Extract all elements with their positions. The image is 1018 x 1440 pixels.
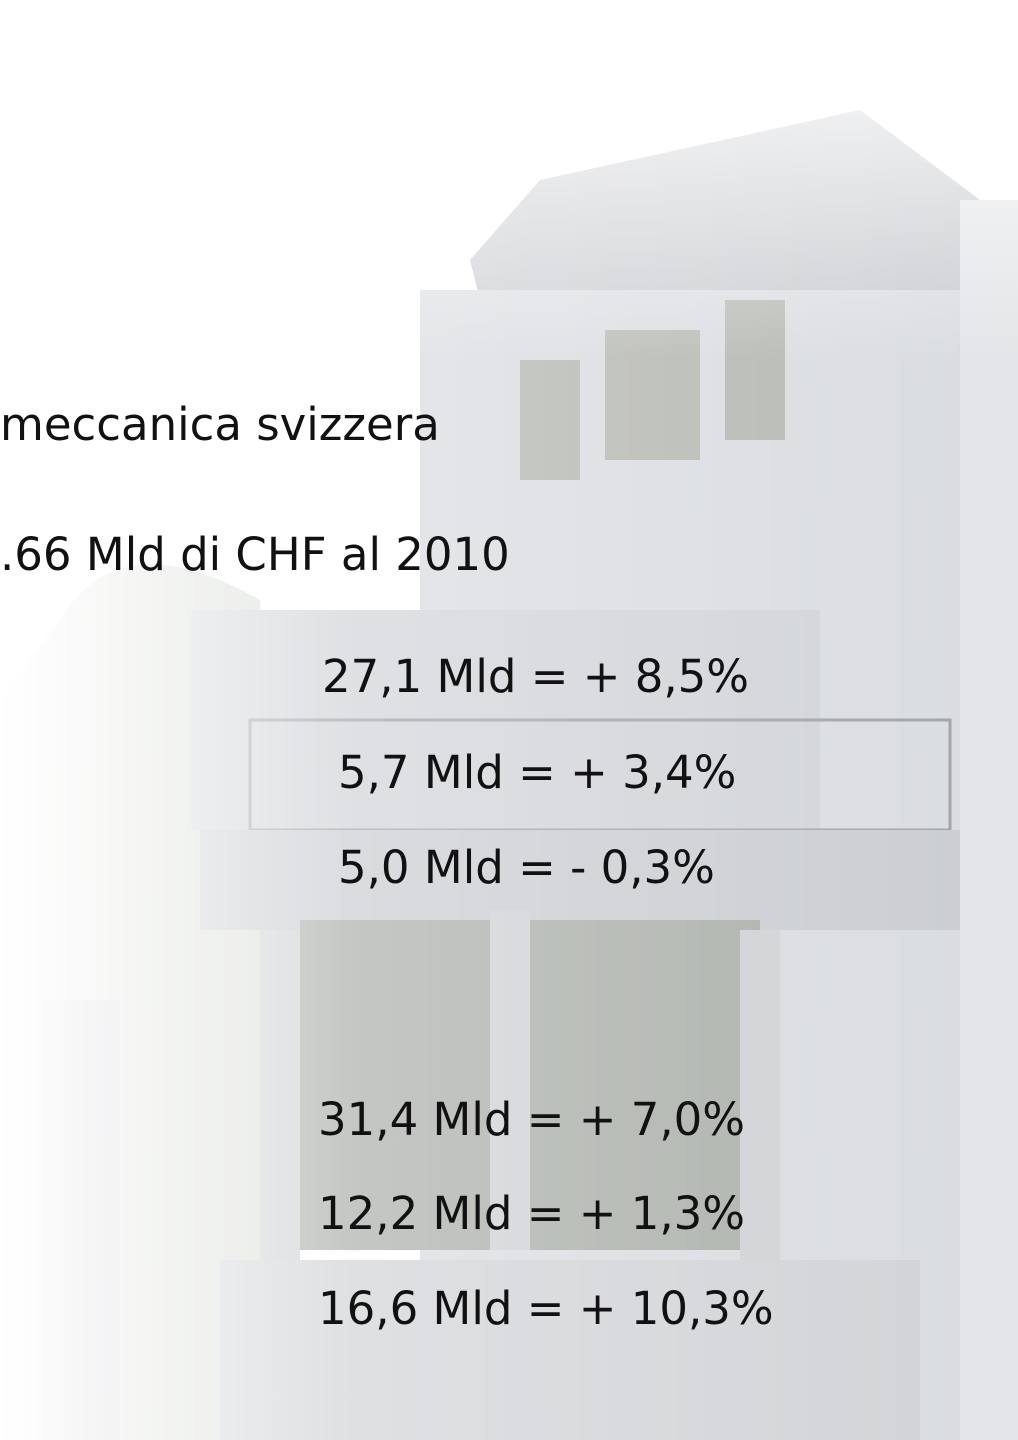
text-line: .66 Mld di CHF al 2010 <box>0 528 510 581</box>
figure: 16,6 Mld = + 10,3% <box>318 1282 774 1335</box>
text-line: meccanica svizzera <box>0 398 440 451</box>
figure: 12,2 Mld = + 1,3% <box>318 1187 746 1240</box>
figure: 5,7 Mld = + 3,4% <box>338 746 737 799</box>
figure: 31,4 Mld = + 7,0% <box>318 1093 746 1146</box>
figure: 5,0 Mld = - 0,3% <box>338 841 715 894</box>
figure: 27,1 Mld = + 8,5% <box>322 650 750 703</box>
